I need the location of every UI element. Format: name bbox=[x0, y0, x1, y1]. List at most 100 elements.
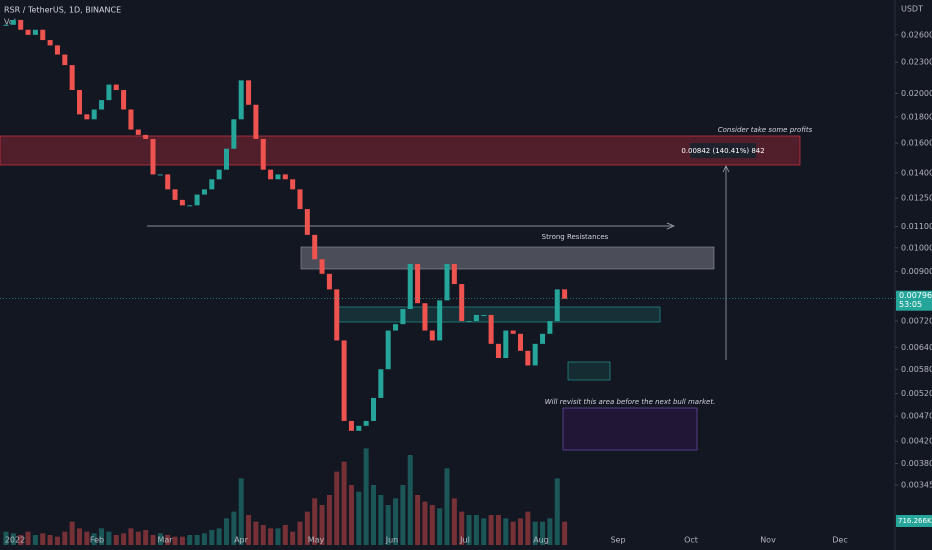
candle-body bbox=[84, 114, 90, 120]
y-tick-label: 0.00900 bbox=[901, 267, 932, 276]
x-tick-label: Jun bbox=[385, 536, 399, 545]
candle-body bbox=[290, 179, 296, 190]
candle-body bbox=[554, 289, 560, 322]
x-tick-label: May bbox=[308, 536, 325, 545]
volume-bar bbox=[525, 511, 531, 545]
candle-body bbox=[150, 138, 156, 175]
x-tick-label: Mar bbox=[157, 536, 173, 545]
volume-bar bbox=[201, 533, 207, 545]
annotation: Consider take some profits bbox=[718, 126, 813, 134]
candle-body bbox=[157, 174, 163, 176]
volume-bar bbox=[319, 505, 325, 545]
countdown: 53:05 bbox=[899, 300, 922, 309]
candle-body bbox=[143, 134, 149, 139]
y-tick-label: 0.02000 bbox=[901, 89, 932, 98]
candle-body bbox=[400, 309, 406, 325]
support-zone bbox=[337, 306, 661, 323]
candle-body bbox=[91, 109, 97, 120]
volume-bar bbox=[172, 536, 178, 545]
candle-body bbox=[268, 169, 274, 180]
arrow-head bbox=[666, 222, 675, 230]
candle-body bbox=[451, 264, 457, 285]
candle-body bbox=[3, 24, 9, 26]
volume-bar bbox=[540, 521, 546, 545]
candle-body bbox=[216, 169, 222, 180]
volume-bar bbox=[371, 485, 376, 545]
volume-bar bbox=[518, 518, 523, 545]
candle-body bbox=[488, 314, 494, 344]
volume-label: 716.266K bbox=[898, 517, 932, 525]
volume-bar bbox=[69, 521, 75, 545]
candle-body bbox=[304, 209, 310, 235]
candle-body bbox=[187, 205, 193, 207]
volume-bar bbox=[194, 535, 200, 545]
candle-body bbox=[422, 303, 428, 331]
candle-body bbox=[32, 29, 38, 35]
volume-bar bbox=[415, 495, 421, 545]
volume-bar bbox=[503, 518, 509, 545]
candle-body bbox=[260, 138, 266, 170]
volume-bar bbox=[481, 518, 487, 545]
candle-body bbox=[297, 189, 303, 210]
volume-bar bbox=[334, 471, 340, 545]
measure-box bbox=[690, 143, 756, 158]
candle-body bbox=[532, 343, 538, 366]
volume-bar bbox=[246, 515, 252, 545]
currency: USDT bbox=[901, 5, 923, 14]
volume-bar bbox=[297, 521, 303, 545]
volume-bar bbox=[451, 498, 457, 545]
resistance-zone bbox=[300, 246, 715, 270]
volume-bar bbox=[99, 528, 105, 545]
y-tick-label: 0.01250 bbox=[901, 194, 932, 203]
candle-body bbox=[466, 321, 472, 323]
y-tick-label: 0.01800 bbox=[901, 112, 932, 121]
volume-bar bbox=[275, 528, 281, 545]
candle-body bbox=[562, 289, 568, 299]
x-tick-label: Apr bbox=[234, 536, 249, 545]
volume-bar bbox=[473, 515, 479, 545]
candle-body bbox=[113, 84, 119, 91]
candle-body bbox=[437, 300, 443, 341]
revisit-zone bbox=[562, 407, 698, 451]
volume-bar bbox=[150, 535, 156, 545]
volume-bar bbox=[187, 535, 193, 545]
measure-label: 0.00842 (140.41%) 842 bbox=[681, 147, 764, 155]
volume-bar bbox=[290, 531, 296, 545]
candle-body bbox=[54, 45, 60, 55]
volume-bar bbox=[10, 533, 16, 545]
candle-body bbox=[201, 189, 207, 195]
candle-body bbox=[312, 234, 318, 260]
volume-bar bbox=[312, 498, 318, 545]
candle-body bbox=[40, 29, 46, 41]
candle-body bbox=[473, 314, 479, 322]
volume-bar bbox=[113, 535, 119, 545]
volume-bar bbox=[268, 528, 274, 545]
y-tick-label: 0.01000 bbox=[901, 243, 932, 252]
candle-body bbox=[128, 109, 134, 130]
y-tick-label: 0.00345 bbox=[901, 481, 932, 490]
candle-body bbox=[275, 174, 281, 180]
y-tick-label: 0.00470 bbox=[901, 412, 932, 421]
volume-bar bbox=[304, 511, 310, 545]
candle-body bbox=[518, 333, 523, 351]
candle-body bbox=[246, 80, 252, 105]
volume-bar bbox=[32, 535, 38, 545]
y-tick-label: 0.01600 bbox=[901, 139, 932, 148]
candle-body bbox=[47, 40, 53, 46]
candle-body bbox=[253, 104, 259, 139]
x-tick-label: Sep bbox=[610, 536, 625, 545]
volume-bar bbox=[135, 531, 141, 545]
volume-bar bbox=[326, 495, 332, 545]
y-tick-label: 0.00520 bbox=[901, 389, 932, 398]
candle-body bbox=[341, 340, 347, 421]
candle-body bbox=[510, 330, 516, 334]
volume-bar bbox=[231, 511, 237, 545]
volume-bar bbox=[356, 491, 362, 545]
volume-bar bbox=[157, 533, 163, 545]
x-tick-label: Nov bbox=[760, 536, 776, 545]
volume-bar bbox=[429, 505, 435, 545]
indicator: Vol bbox=[4, 18, 16, 27]
candle-body bbox=[238, 80, 244, 120]
volume-bar bbox=[209, 530, 215, 545]
volume-bar bbox=[488, 515, 494, 545]
